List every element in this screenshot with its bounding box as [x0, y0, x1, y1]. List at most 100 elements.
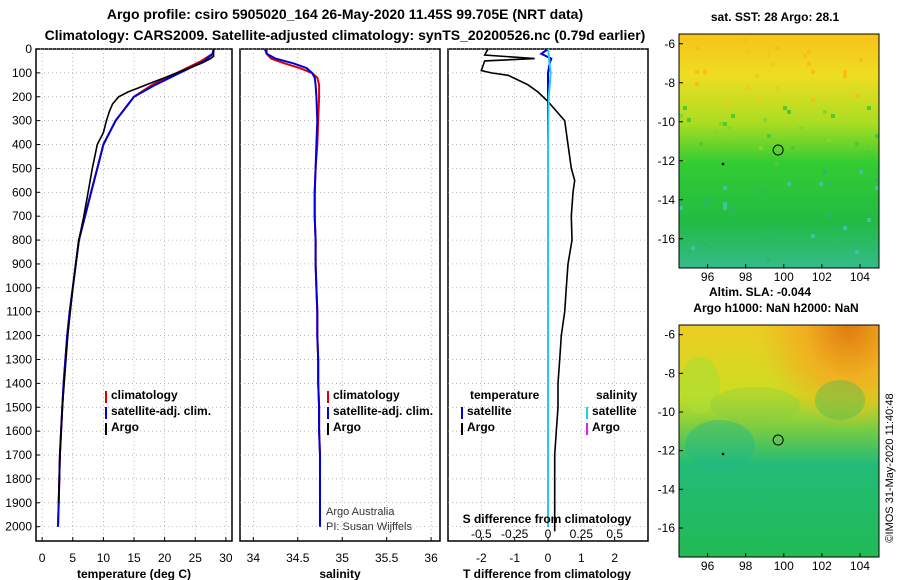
depth-tick-label: 1800: [5, 472, 32, 486]
sst-pixel: [703, 70, 707, 74]
depth-tick-label: 2000: [5, 520, 32, 534]
sst-pixel: [703, 134, 707, 138]
lat-tick-label: -16: [658, 232, 676, 246]
x-tick-label: 30: [219, 551, 233, 565]
series-line-temperature-argo: [480, 49, 576, 532]
sst-pixel: [819, 182, 823, 186]
sst-field: [679, 34, 879, 268]
legend-swatch-satellite: [105, 407, 107, 419]
annotation-argo-australia: Argo Australia: [326, 506, 395, 518]
sst-pixel: [831, 114, 835, 118]
sst-pixel: [767, 54, 771, 58]
legend-swatch-argo: [327, 423, 329, 435]
secondary-tick-label: -0.25: [501, 527, 529, 541]
sst-pixel: [843, 74, 847, 78]
sst-pixel: [867, 218, 871, 222]
legend-swatch-climatology: [105, 391, 107, 403]
sst-pixel: [871, 246, 875, 250]
temperature-lines: [57, 49, 215, 527]
temperature-grid: [36, 48, 232, 541]
sst-pixel: [823, 170, 827, 174]
depth-tick-label: 0: [25, 42, 32, 56]
lon-tick-label: 98: [739, 270, 753, 284]
lon-tick-label: 96: [701, 559, 715, 573]
sst-pixel: [875, 134, 879, 138]
x-tick-label: 36: [424, 551, 438, 565]
x-tick-label: 1: [578, 551, 585, 565]
depth-tick-label: 1000: [5, 281, 32, 295]
sst-pixel: [723, 122, 727, 126]
legend-label-argo: Argo: [111, 420, 139, 434]
lat-tick-label: -14: [658, 482, 676, 496]
x-tick-label: 15: [127, 551, 141, 565]
sst-pixel: [759, 146, 763, 150]
float-track-dot: [721, 162, 725, 166]
x-tick-label: 2: [611, 551, 618, 565]
sst-pixel: [731, 114, 735, 118]
depth-tick-label: 1700: [5, 448, 32, 462]
lat-tick-label: -6: [664, 328, 675, 342]
imos-stamp: ©IMOS 31-May-2020 11:40:48: [884, 393, 896, 542]
depth-tick-label: 1200: [5, 329, 32, 343]
sst-pixel: [855, 250, 859, 254]
x-tick-label: 0: [39, 551, 46, 565]
legend-label-satellite: satellite-adj. clim.: [333, 404, 433, 418]
sst-pixel: [747, 50, 751, 54]
depth-axis-ticks: 0 100 200 300 400 500 600 700 800 900 1000 1100 1200…: [5, 42, 40, 534]
sst-pixel: [775, 134, 779, 138]
sst-pixel: [747, 86, 751, 90]
x-tick-label: -1: [509, 551, 520, 565]
sst-pixel: [679, 114, 683, 118]
legend-swatch-temp-argo: [461, 423, 463, 435]
argo-position-marker: [772, 434, 784, 446]
depth-tick-label: 1600: [5, 424, 32, 438]
legend-swatch-sal-argo: [586, 423, 588, 435]
x-tick-label: 10: [97, 551, 111, 565]
legend-label-sal-satellite: satellite: [592, 404, 637, 418]
sst-pixel: [775, 86, 779, 90]
sst-pixel: [767, 258, 771, 262]
sst-pixel: [835, 246, 839, 250]
sst-pixel: [827, 138, 831, 142]
lon-tick-label: 102: [812, 559, 832, 573]
float-track-dot: [721, 452, 725, 456]
sst-speckle: [679, 38, 879, 262]
page-subtitle: Climatology: CARS2009. Satellite-adjuste…: [44, 27, 646, 43]
legend-label-sal-argo: Argo: [592, 420, 620, 434]
sst-pixel: [859, 58, 863, 62]
sst-pixel: [755, 74, 759, 78]
legend-swatch-argo: [105, 423, 107, 435]
sst-pixel: [723, 202, 727, 206]
annotation-pi-name: PI: Susan Wijffels: [326, 521, 412, 533]
sst-pixel: [759, 190, 763, 194]
sst-pixel: [703, 242, 707, 246]
sst-pixel: [727, 134, 731, 138]
depth-tick-label: 100: [12, 66, 32, 80]
sst-pixel: [679, 206, 683, 210]
sst-pixel: [859, 154, 863, 158]
sst-pixel: [767, 134, 771, 138]
depth-tick-label: 200: [12, 90, 32, 104]
secondary-tick-label: 0: [545, 527, 552, 541]
sla-axis-ticks: 96 98 100 102 104 -6 -8 -10 -12 -14 -16: [658, 328, 871, 573]
secondary-tick-label: 0.25: [570, 527, 594, 541]
salinity-panel: 34 34.5 35 35.5 36 salinity climatology sate…: [239, 48, 441, 580]
sst-pixel: [867, 150, 871, 154]
sst-pixel: [775, 46, 779, 50]
lat-tick-label: -6: [664, 37, 675, 51]
sla-map-title: Altim. SLA: -0.044: [709, 285, 811, 299]
legend-swatch-climatology: [327, 391, 329, 403]
sst-pixel: [683, 106, 687, 110]
sst-pixel: [723, 102, 727, 106]
lat-tick-label: -12: [658, 444, 676, 458]
depth-tick-label: 800: [12, 233, 32, 247]
sst-pixel: [707, 198, 711, 202]
salinity-legend: climatology satellite-adj. clim. Argo: [327, 388, 433, 435]
series-line-argo: [57, 49, 215, 503]
x-tick-label: 5: [69, 551, 76, 565]
sst-pixel: [811, 234, 815, 238]
sst-pixel: [783, 106, 787, 110]
depth-tick-label: 1100: [6, 305, 32, 319]
depth-tick-label: 1400: [5, 376, 32, 390]
sst-pixel: [707, 246, 711, 250]
